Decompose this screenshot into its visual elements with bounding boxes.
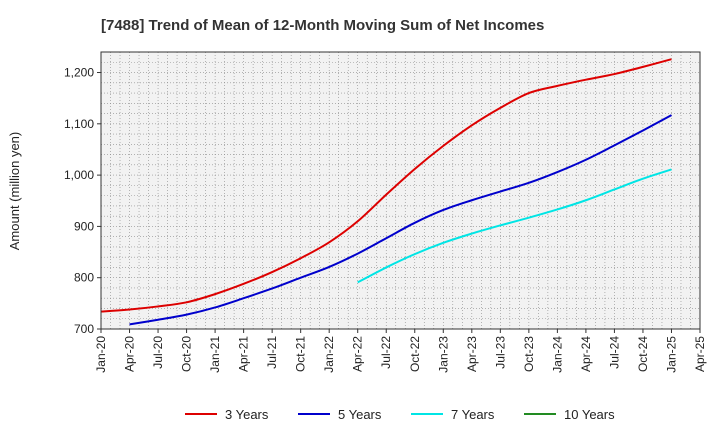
x-tick-label: Oct-24 (636, 336, 650, 372)
x-tick-label: Jan-25 (664, 336, 678, 373)
x-tick-label: Jan-23 (436, 336, 450, 373)
x-tick-label: Apr-22 (351, 336, 365, 372)
x-tick-label: Apr-23 (465, 336, 479, 372)
series-line-1 (100, 58, 672, 313)
x-tick-label: Apr-20 (123, 336, 137, 372)
x-tick-label: Oct-22 (408, 336, 422, 372)
x-tick-label: Jan-20 (94, 336, 108, 373)
legend-label: 5 Years (338, 407, 382, 422)
y-tick-label: 900 (74, 219, 94, 233)
legend-label: 10 Years (564, 407, 615, 422)
series-line-2 (129, 114, 672, 326)
x-tick-label: Oct-20 (180, 336, 194, 372)
x-axis: Jan-20 Apr-20 Jul-20 Oct-20 Jan-21 Apr-21 Jul-… (94, 329, 707, 373)
y-tick-label: 1,100 (64, 117, 94, 131)
y-axis-label: Amount (million yen) (7, 132, 22, 251)
x-tick-label: Apr-25 (693, 336, 707, 372)
x-tick-label: Jan-22 (322, 336, 336, 373)
x-tick-label: Jul-23 (493, 336, 507, 369)
x-tick-label: Apr-24 (579, 336, 593, 372)
x-tick-label: Jul-21 (265, 336, 279, 369)
x-tick-label: Jul-22 (379, 336, 393, 369)
y-tick-label: 700 (74, 322, 94, 336)
x-tick-label: Oct-23 (522, 336, 536, 372)
x-tick-label: Jan-21 (208, 336, 222, 373)
x-tick-label: Jul-24 (607, 336, 621, 369)
legend: 3 Years 5 Years 7 Years 10 Years (185, 407, 615, 422)
y-tick-label: 800 (74, 271, 94, 285)
series-line-3 (357, 168, 672, 284)
series-layer (100, 58, 672, 326)
chart-title: [7488] Trend of Mean of 12-Month Moving … (101, 17, 544, 34)
plot-border (100, 51, 701, 330)
legend-label: 7 Years (451, 407, 495, 422)
y-axis: 700 800 900 1,000 1,100 1,200 (64, 66, 101, 336)
y-tick-label: 1,000 (64, 168, 94, 182)
x-tick-label: Jan-24 (550, 336, 564, 373)
plot-area (101, 52, 700, 329)
x-tick-label: Jul-20 (151, 336, 165, 369)
y-tick-label: 1,200 (64, 66, 94, 80)
legend-label: 3 Years (225, 407, 269, 422)
x-tick-label: Apr-21 (237, 336, 251, 372)
x-tick-label: Oct-21 (294, 336, 308, 372)
